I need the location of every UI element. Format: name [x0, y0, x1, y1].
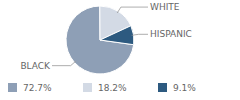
slice-label: WHITE: [150, 2, 180, 12]
leader-line: [52, 61, 76, 66]
legend: 72.7% 18.2% 9.1%: [8, 83, 196, 93]
pie-slice: [66, 6, 134, 74]
legend-swatch: [8, 83, 17, 92]
slice-label: BLACK: [20, 61, 51, 71]
leader-line: [132, 34, 148, 35]
legend-label: 18.2%: [98, 83, 127, 93]
slice-label: HISPANIC: [150, 29, 192, 39]
legend-swatch: [158, 83, 167, 92]
legend-swatch: [83, 83, 92, 92]
slice-labels: BLACK WHITE HISPANIC: [20, 2, 191, 71]
legend-label: 9.1%: [173, 83, 196, 93]
pie: [66, 6, 134, 74]
chart: BLACK WHITE HISPANIC 72.7% 18.2% 9.1%: [0, 0, 240, 100]
legend-label: 72.7%: [23, 83, 52, 93]
leader-line: [117, 7, 148, 13]
pie-slice: [100, 26, 134, 45]
